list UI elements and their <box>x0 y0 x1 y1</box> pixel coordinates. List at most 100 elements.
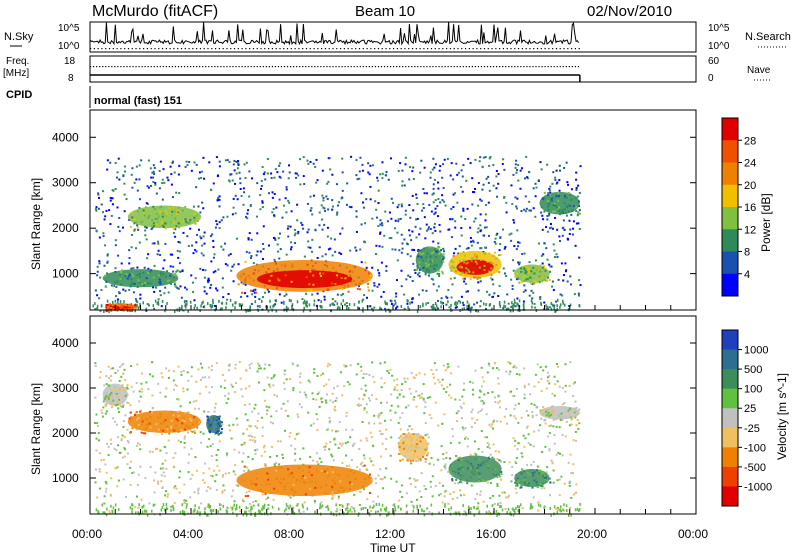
echo-cell <box>418 255 421 258</box>
scatter-cell <box>137 506 140 509</box>
scatter-cell <box>469 380 472 383</box>
scatter-cell <box>157 298 160 301</box>
nave-dot <box>135 66 137 68</box>
scatter-cell <box>496 476 499 479</box>
ground-scatter-cell <box>131 507 133 511</box>
scatter-cell <box>401 184 404 187</box>
scatter-cell <box>514 163 517 166</box>
scatter-cell <box>106 260 109 263</box>
scatter-cell <box>539 296 542 299</box>
scatter-cell <box>237 162 240 165</box>
scatter-cell <box>390 404 393 407</box>
ground-scatter-cell <box>362 506 364 510</box>
scatter-cell <box>525 426 528 429</box>
scatter-cell <box>397 405 400 408</box>
scatter-cell <box>478 160 481 163</box>
scatter-cell <box>224 379 227 382</box>
scatter-cell <box>579 284 582 287</box>
scatter-cell <box>574 244 577 247</box>
echo-cell <box>291 260 294 263</box>
scatter-cell <box>463 280 466 283</box>
nave-dot <box>153 66 155 68</box>
scatter-cell <box>301 298 304 301</box>
scatter-cell <box>103 502 106 505</box>
scatter-cell <box>551 392 554 395</box>
scatter-cell <box>329 399 332 402</box>
scatter-cell <box>513 444 516 447</box>
echo-cell <box>540 471 543 474</box>
echo-cell <box>420 256 423 259</box>
nave-dot <box>441 66 443 68</box>
scatter-cell <box>318 457 321 460</box>
echo-cell <box>267 268 270 271</box>
echo-cell <box>103 384 106 387</box>
scatter-cell <box>434 163 437 166</box>
scatter-cell <box>433 222 436 225</box>
scatter-cell <box>566 280 569 283</box>
scatter-cell <box>531 411 534 414</box>
scatter-cell <box>336 293 339 296</box>
scatter-cell <box>259 250 262 253</box>
scatter-cell <box>276 171 279 174</box>
scatter-cell <box>171 253 174 256</box>
y-tick-label: 4000 <box>52 130 79 144</box>
scatter-cell <box>360 387 363 390</box>
echo-cell <box>122 405 125 408</box>
echo-region <box>539 191 580 215</box>
echo-cell <box>275 287 278 290</box>
scatter-cell <box>522 290 525 293</box>
echo-cell <box>563 208 566 211</box>
scatter-cell <box>480 199 483 202</box>
ground-scatter-cell <box>346 307 348 311</box>
nave-dot <box>256 66 258 68</box>
nsky-line <box>89 21 580 46</box>
scatter-cell <box>175 191 178 194</box>
echo-cell <box>154 286 157 289</box>
echo-cell <box>164 227 167 230</box>
echo-cell <box>498 459 501 462</box>
scatter-cell <box>292 389 295 392</box>
scatter-cell <box>306 231 309 234</box>
scatter-cell <box>488 234 491 237</box>
echo-cell <box>172 270 175 273</box>
scatter-cell <box>192 290 195 293</box>
scatter-cell <box>516 442 519 445</box>
ground-scatter-cell <box>303 306 305 310</box>
scatter-cell <box>361 169 364 172</box>
scatter-cell <box>183 499 186 502</box>
ground-scatter-cell <box>181 304 183 308</box>
echo-cell <box>567 204 570 207</box>
scatter-cell <box>165 490 168 493</box>
echo-cell <box>173 274 176 277</box>
scatter-cell <box>193 161 196 164</box>
scatter-cell <box>515 366 518 369</box>
echo-cell <box>550 413 553 416</box>
echo-cell <box>126 384 129 387</box>
scatter-cell <box>126 439 129 442</box>
scatter-cell <box>203 410 206 413</box>
scatter-cell <box>351 428 354 431</box>
echo-cell <box>367 289 370 292</box>
scatter-cell <box>170 183 173 186</box>
scatter-cell <box>423 373 426 376</box>
nsearch-dot <box>351 48 353 50</box>
echo-cell <box>250 482 253 485</box>
scatter-cell <box>140 390 143 393</box>
scatter-cell <box>211 365 214 368</box>
ground-scatter-cell <box>530 299 533 303</box>
nsearch-dot <box>427 48 429 50</box>
scatter-cell <box>252 290 255 293</box>
scatter-cell <box>492 295 495 298</box>
ground-scatter-cell <box>385 506 388 510</box>
echo-cell <box>469 278 472 281</box>
scatter-cell <box>400 205 403 208</box>
echo-cell <box>210 427 213 430</box>
scatter-cell <box>526 176 529 179</box>
scatter-cell <box>220 245 223 248</box>
scatter-cell <box>218 440 221 443</box>
scatter-cell <box>365 266 368 269</box>
scatter-cell <box>397 220 400 223</box>
scatter-cell <box>183 437 186 440</box>
scatter-cell <box>556 380 559 383</box>
ground-scatter-cell <box>278 507 280 511</box>
